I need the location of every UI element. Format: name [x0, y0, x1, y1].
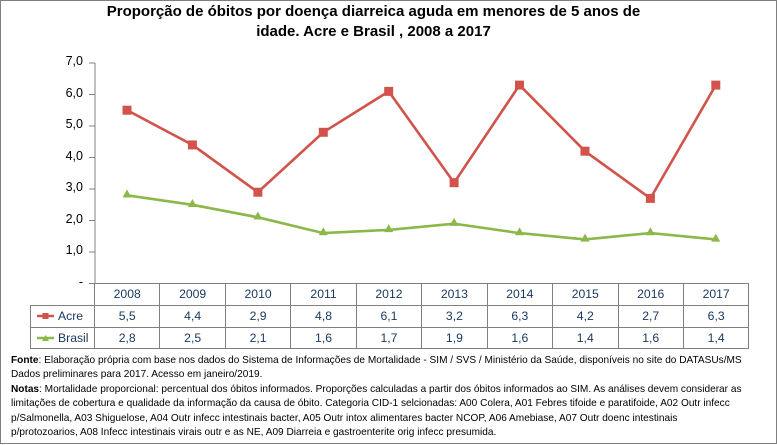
svg-text:Acre: Acre: [58, 309, 83, 323]
svg-text:Brasil: Brasil: [58, 331, 88, 345]
